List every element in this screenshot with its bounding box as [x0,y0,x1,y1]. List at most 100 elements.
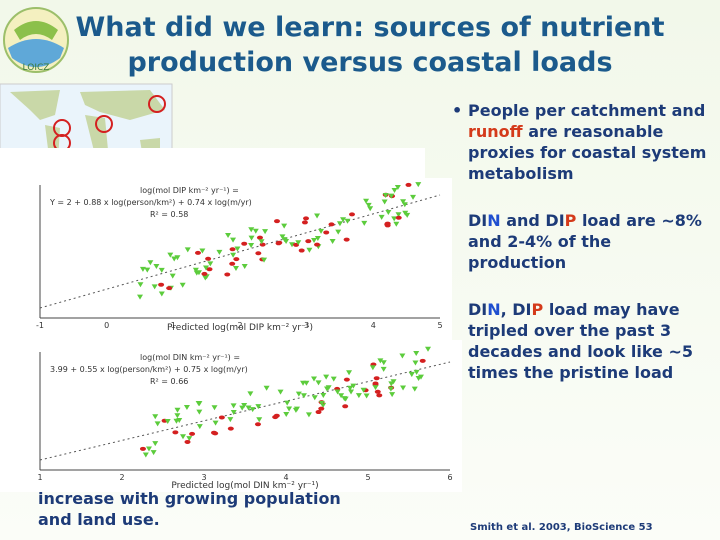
r-squared: R² = 0.66 [150,377,188,386]
scatter-marker [377,358,384,364]
scatter-marker [402,210,409,216]
scatter-marker [171,256,178,262]
text: P [564,211,577,230]
scatter-marker [212,431,219,436]
scatter-marker [399,353,406,359]
x-axis-label: Predicted log(mol DIN km⁻² yr⁻¹) [171,481,318,491]
scatter-marker [167,252,174,258]
scatter-marker [363,198,370,204]
regression-line [39,194,441,309]
scatter-marker [288,242,295,248]
scatter-marker [343,377,350,382]
equation: 3.99 + 0.55 x log(person/km²) + 0.75 x l… [50,365,248,374]
text: People per catchment and [468,101,706,120]
bullet: • People per catchment and runoff are rea… [452,101,707,183]
scatter-marker [225,233,232,239]
scatter-marker [230,403,237,409]
scatter-marker [233,257,240,262]
scatter-marker [311,237,318,243]
scatter-marker [201,271,208,276]
scatter-marker [388,381,395,387]
scatter-marker [305,412,312,418]
scatter-marker [229,247,236,252]
scatter-marker [380,360,387,366]
scatter-marker [227,426,234,431]
scatter-marker [189,431,196,436]
scatter-marker [152,441,159,447]
scatter-marker [305,239,312,244]
scatter-marker [303,216,310,221]
regression-line [39,361,451,461]
x-tick-label: -1 [36,321,44,330]
scatter-marker [263,385,270,391]
scatter-marker [227,417,234,423]
scatter-marker [205,256,212,261]
scatter-marker [248,243,255,249]
scatter-marker [325,385,332,391]
text-line: increase with growing population [38,489,341,508]
scatter-marker [320,392,327,398]
equation: Y = 2 + 0.88 x log(person/km²) + 0.74 x … [49,198,252,207]
scatter-marker [158,282,165,287]
scatter-marker [415,182,422,188]
scatter-marker [334,389,341,395]
scatter-marker [158,267,165,273]
scatter-marker [248,227,255,233]
scatter-marker [301,220,308,225]
text: N [487,211,501,230]
scatter-marker [350,383,357,389]
scatter-marker [224,272,231,277]
scatter-marker [298,248,305,253]
scatter-marker [315,380,322,386]
text: , DI [500,300,532,319]
text: N [487,300,501,319]
title: What did we learn: sources of nutrient [75,12,665,43]
scatter-marker [343,237,350,242]
scatter-marker [275,241,282,246]
logo: LOICZ [3,7,69,73]
scatter-marker [408,371,415,377]
scatter-marker [384,221,391,226]
scatter-marker [241,402,248,408]
scatter-marker [174,407,181,413]
scatter-marker [400,199,407,205]
scatter-marker [248,235,255,241]
scatter-marker [314,235,321,241]
title: production versus coastal loads [127,47,613,78]
scatter-marker [387,386,394,392]
scatter-marker [286,406,293,412]
scatter-marker [417,374,424,380]
scatter-marker [283,238,290,244]
bullet-list: • People per catchment and runoff are rea… [452,100,708,409]
scatter-marker [262,229,269,235]
left-text: increase with growing population and lan… [38,488,341,530]
scatter-marker [258,239,265,245]
scatter-marker [199,248,206,254]
scatter-marker [342,404,349,409]
scatter-marker [255,251,262,256]
text: runoff [468,122,523,141]
scatter-marker [179,282,186,288]
scatter-marker [230,237,237,243]
r-squared: R² = 0.58 [150,210,188,219]
scatter-marker [186,436,193,442]
x-tick-label: 2 [119,473,124,482]
scatter-marker [413,350,420,356]
scatter-marker [388,193,395,199]
scatter-marker [139,446,146,451]
x-tick-label: 3 [304,321,309,330]
scatter-marker [261,257,268,263]
text: are reasonable proxies for coastal syste… [468,122,707,183]
scatter-marker [340,217,347,223]
scatter-marker [252,228,259,234]
scatter-marker [295,391,302,397]
scatter-marker [303,380,310,386]
scatter-marker [203,265,210,271]
scatter-marker [211,405,218,411]
x-tick-label: 3 [201,473,206,482]
scatter-marker [323,374,330,380]
scatter-marker [154,421,161,427]
x-axis-label: Predicted log(mol DIP km⁻² yr⁻¹) [167,323,313,333]
scatter-marker [137,294,144,300]
scatter-marker [183,405,190,411]
